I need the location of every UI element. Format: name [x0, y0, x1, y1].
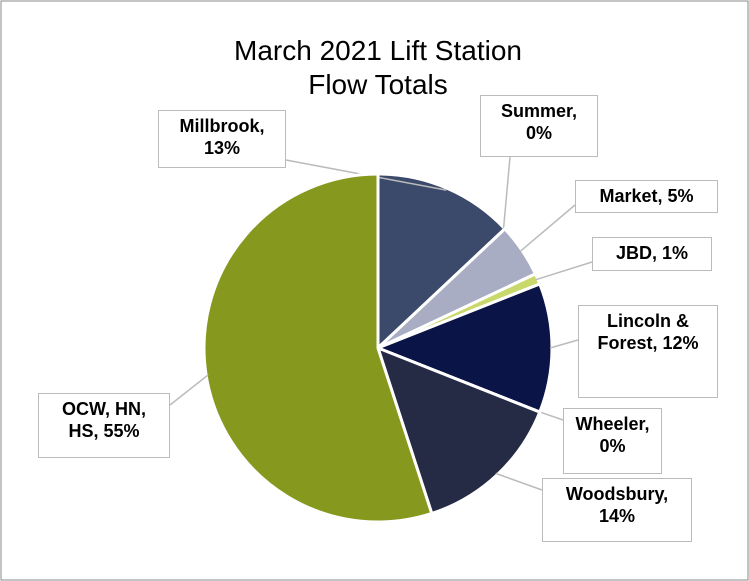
leader-line: [519, 204, 576, 252]
pie-slice: [202, 172, 434, 524]
leader-line: [535, 261, 593, 281]
leader-line: [502, 156, 511, 231]
data-label: Lincoln & Forest, 12%: [578, 305, 718, 398]
data-label: Market, 5%: [575, 180, 718, 213]
leader-line: [549, 339, 579, 349]
data-label: Wheeler, 0%: [563, 408, 662, 474]
leader-line: [169, 374, 209, 406]
leader-line: [495, 472, 543, 491]
data-label: Millbrook, 13%: [158, 110, 286, 168]
chart-title: March 2021 Lift Station Flow Totals: [234, 35, 522, 100]
data-label: Summer, 0%: [480, 95, 598, 157]
data-label: JBD, 1%: [592, 237, 712, 271]
leader-line: [537, 410, 564, 421]
pie-slice: [376, 172, 507, 352]
data-label: Woodsbury, 14%: [542, 478, 692, 542]
data-label: OCW, HN, HS, 55%: [38, 393, 170, 458]
